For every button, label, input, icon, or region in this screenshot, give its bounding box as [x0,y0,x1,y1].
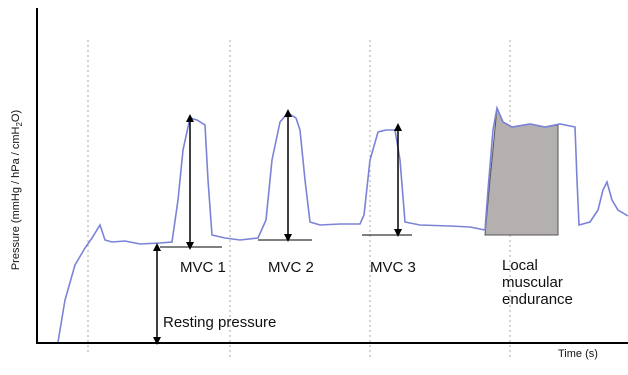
mvc3-label: MVC 3 [370,259,416,276]
mvc1-label: MVC 1 [180,259,226,276]
y-label-sub: 2 [15,122,24,127]
pressure-trace [57,105,628,343]
mvc2-label: MVC 2 [268,259,314,276]
arrows [153,109,402,345]
resting-label: Resting pressure [163,314,276,331]
baselines [160,234,412,248]
y-label-suffix: O) [10,110,22,122]
endurance-label: Local [502,257,538,274]
axes [36,8,628,344]
y-axis-label: Pressure (mmHg / hPa / cmH2O) [10,110,24,270]
guide-lines [87,40,511,360]
endurance-label: muscular [502,274,563,291]
y-label-main: Pressure (mmHg / hPa / cmH [10,126,22,270]
x-axis-label: Time (s) [558,348,598,360]
endurance-label: endurance [502,291,573,308]
